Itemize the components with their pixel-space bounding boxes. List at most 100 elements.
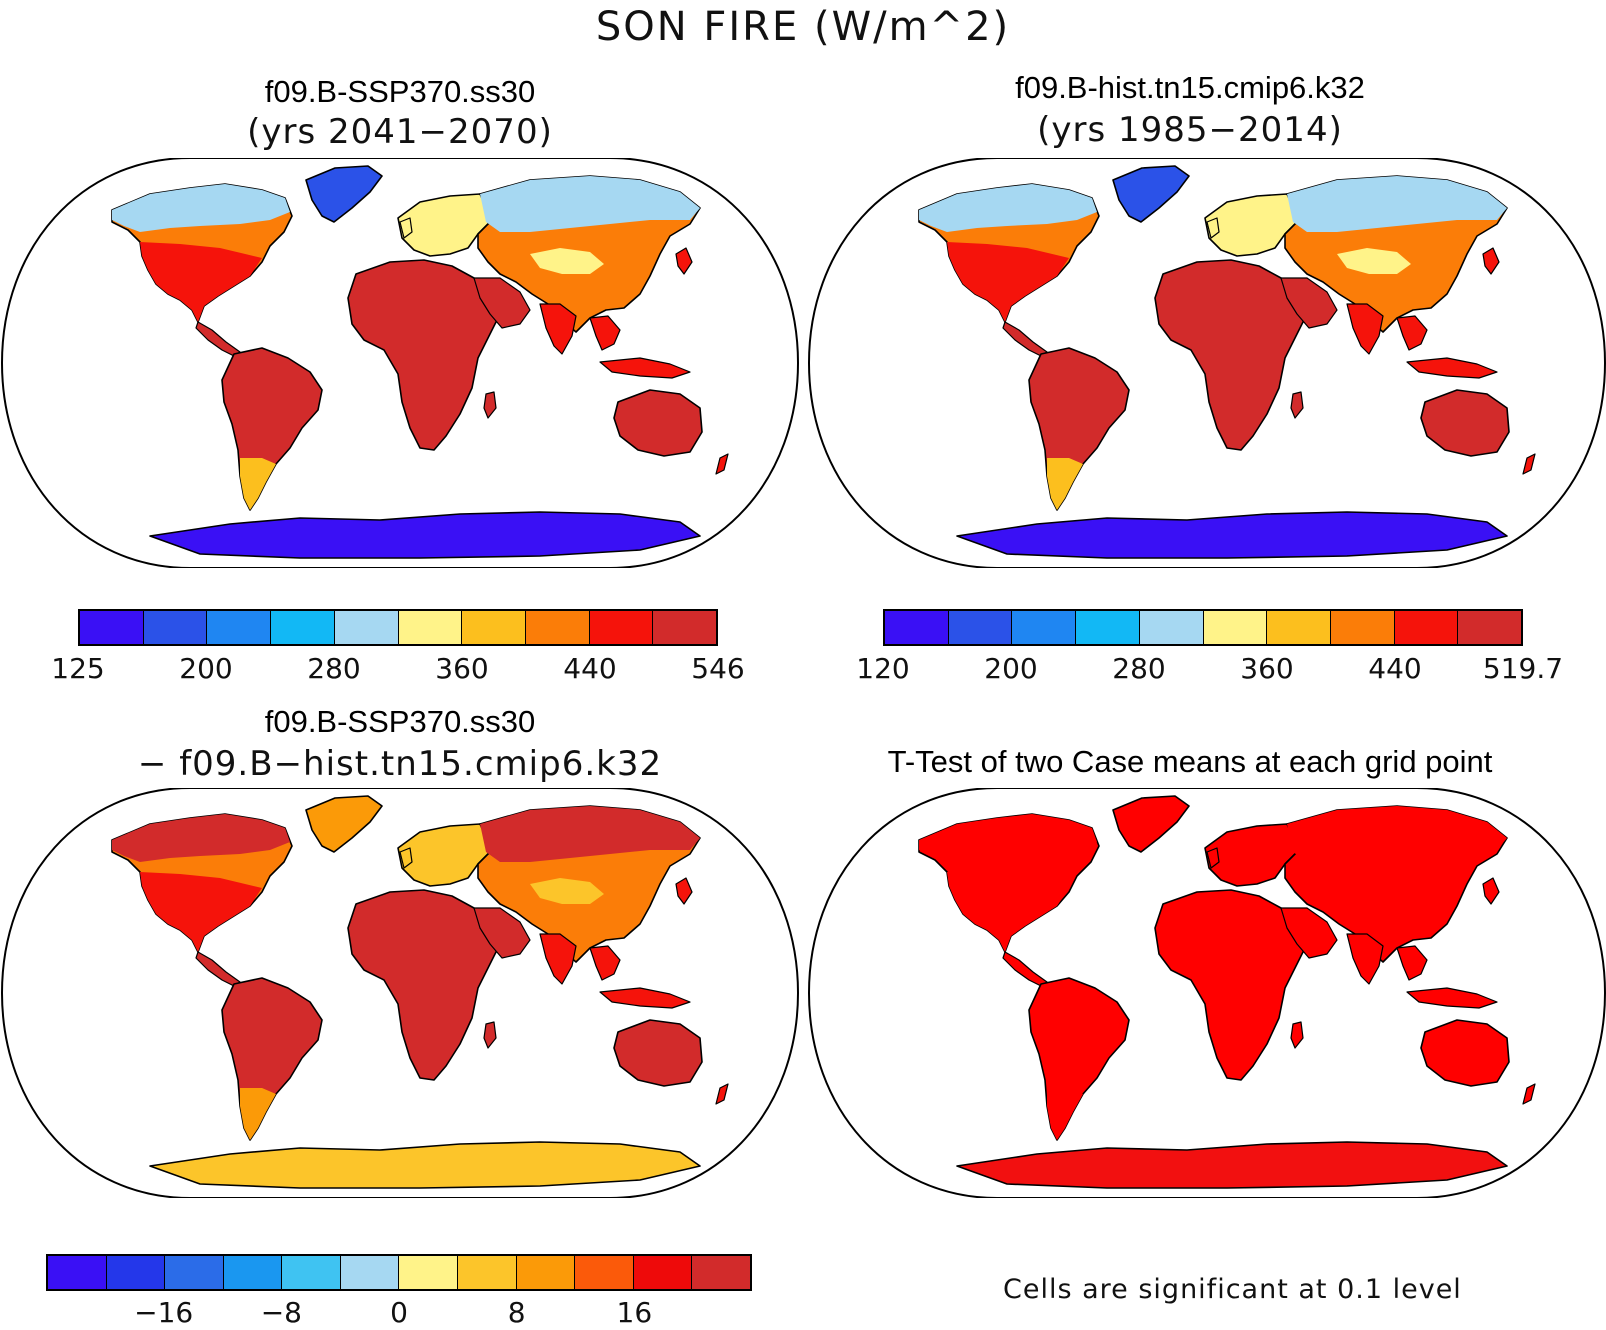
colorbar-swatch [1203,611,1268,644]
south-america-region [221,977,323,1141]
indonesia-region [1406,987,1498,1009]
panel-future-title: f09.B-SSP370.ss30 [264,74,536,109]
north-america-south-region [140,872,262,952]
colorbar-swatch [143,611,208,644]
south-america-south-region [240,1088,276,1140]
colorbar-swatch [48,1256,107,1289]
map-frame [808,788,1606,1198]
colorbar-swatch [948,611,1013,644]
arabia-region [1280,907,1338,959]
colorbar-difference-ticks: −16 −8 0 8 16 [46,1296,752,1330]
southeast-asia-region [1396,945,1428,981]
new-zealand-region [1522,1083,1536,1105]
colorbar-tick-label: 200 [179,652,233,685]
colorbar-swatch [340,1256,400,1289]
antarctica-region [956,511,1508,559]
central-america-region [1002,951,1048,987]
panel-difference-subtitle: − f09.B−hist.tn15.cmip6.k32 [137,744,663,784]
colorbar-tick-label: 360 [435,652,489,685]
map-land-layer [111,795,729,1189]
colorbar-future [78,609,718,646]
siberia-region [1287,806,1507,862]
southeast-asia-region [589,945,621,981]
map-future [1,158,799,568]
siberia-region [480,176,700,232]
colorbar-swatch [589,611,654,644]
indonesia-region [599,357,691,379]
madagascar-region [483,1021,497,1049]
colorbar-swatch [653,611,717,644]
south-america-south-region [1047,1088,1083,1140]
colorbar-tick-label: 546 [691,652,745,685]
colorbar-future-ticks: 125 200 280 360 440 546 [51,652,744,686]
colorbar-swatch [1012,611,1077,644]
north-america-south-region [140,242,262,322]
map-difference [1,788,799,1198]
india-region [1346,303,1384,355]
new-zealand-region [715,1083,729,1105]
africa-region [347,259,501,451]
colorbar-tick-label: 360 [1240,652,1294,685]
siberia-region [480,806,700,862]
panel-historical-subtitle: (yrs 1985−2014) [1037,110,1343,150]
colorbar-swatch [399,1256,459,1289]
colorbar-swatch [575,1256,634,1289]
map-ttest [808,788,1606,1198]
panel-future-subtitle: (yrs 2041−2070) [247,112,553,152]
colorbar-historical [883,609,1523,646]
madagascar-region [1290,391,1304,419]
southeast-asia-region [1396,315,1428,351]
new-zealand-region [715,453,729,475]
colorbar-tick-label: 0 [390,1296,408,1329]
colorbar-tick-label: 519.7 [1482,652,1564,685]
colorbar-swatch [334,611,399,644]
colorbar-tick-label: 200 [984,652,1038,685]
colorbar-swatch [1394,611,1459,644]
uk-region [399,847,413,869]
map-land-layer [918,165,1536,559]
colorbar-swatch [1076,611,1140,644]
greenland-region [305,165,383,223]
tibet-region [530,248,604,274]
greenland-region [1112,165,1190,223]
north-america-arctic-region [919,814,1097,862]
significance-note: Cells are significant at 0.1 level [1003,1274,1462,1305]
india-region [1346,933,1384,985]
australia-region [1420,389,1510,457]
colorbar-swatch [223,1256,283,1289]
colorbar-tick-label: 125 [51,652,105,685]
colorbar-swatch [516,1256,576,1289]
central-america-region [195,951,241,987]
panel-historical-title: f09.B-hist.tn15.cmip6.k32 [1015,70,1365,105]
africa-region [1154,259,1308,451]
colorbar-difference [46,1254,752,1291]
australia-region [613,1019,703,1087]
colorbar-swatch [1267,611,1331,644]
colorbar-swatch [106,1256,166,1289]
colorbar-tick-label: 8 [507,1296,526,1329]
colorbar-historical-ticks: 120 200 280 360 440 519.7 [856,652,1563,686]
colorbar-swatch [80,611,144,644]
indonesia-region [599,987,691,1009]
madagascar-region [1290,1021,1304,1049]
arabia-region [473,277,531,329]
colorbar-swatch [271,611,335,644]
antarctica-region [149,511,701,559]
colorbar-swatch [633,1256,693,1289]
tibet-region [1337,248,1411,274]
south-america-region [1028,347,1130,511]
colorbar-swatch [462,611,526,644]
colorbar-tick-label: 120 [856,652,910,685]
map-frame [1,788,799,1198]
uk-region [1206,847,1220,869]
japan-region [1482,877,1500,905]
figure-title: SON FIRE (W/m^2) [595,4,1011,50]
south-america-region [221,347,323,511]
north-america-south-region [947,242,1069,322]
colorbar-tick-label: 16 [616,1296,653,1329]
colorbar-swatch [1330,611,1395,644]
colorbar-swatch [525,611,590,644]
arabia-region [1280,277,1338,329]
south-america-region [1028,977,1130,1141]
panel-ttest-title: T-Test of two Case means at each grid po… [887,744,1493,779]
